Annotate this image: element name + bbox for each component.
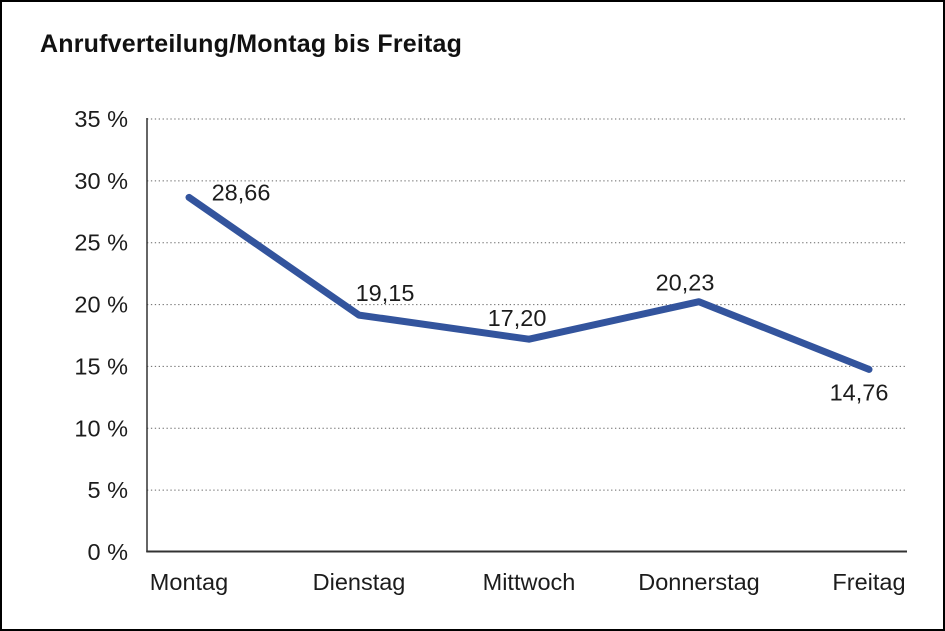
- y-tick-label: 15 %: [74, 353, 128, 379]
- x-tick-label: Donnerstag: [638, 569, 760, 595]
- x-tick-label: Freitag: [832, 569, 905, 595]
- x-tick-label: Mittwoch: [483, 569, 576, 595]
- x-tick-label: Montag: [150, 569, 228, 595]
- point-label: 17,20: [488, 305, 547, 331]
- chart-title: Anrufverteilung/Montag bis Freitag: [40, 30, 463, 58]
- point-label: 28,66: [212, 179, 271, 205]
- y-tick-label: 0 %: [88, 539, 129, 565]
- point-label: 20,23: [656, 270, 715, 296]
- point-label: 19,15: [356, 280, 415, 306]
- y-tick-label: 20 %: [74, 292, 128, 318]
- y-tick-label: 10 %: [74, 415, 128, 441]
- data-line: [185, 193, 873, 373]
- y-tick-label: 5 %: [88, 477, 129, 503]
- point-label: 14,76: [830, 379, 889, 405]
- x-tick-label: Dienstag: [313, 569, 406, 595]
- y-tick-label: 30 %: [74, 168, 128, 194]
- y-tick-label: 25 %: [74, 230, 128, 256]
- y-tick-label: 35 %: [74, 106, 128, 132]
